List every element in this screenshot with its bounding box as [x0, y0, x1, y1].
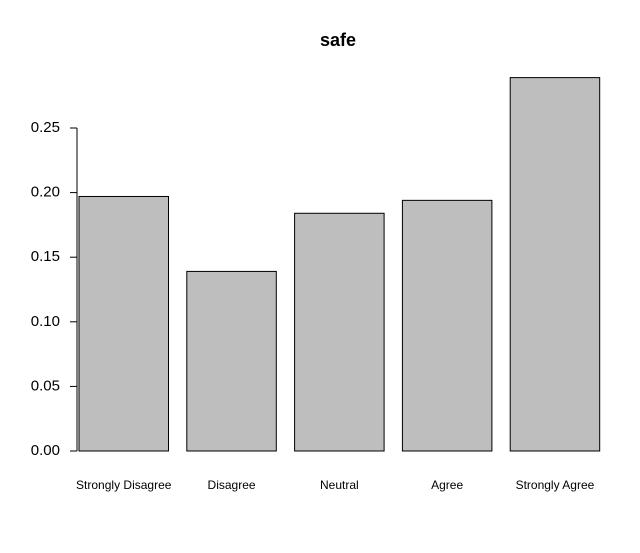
bar	[509, 77, 601, 452]
x-tick-label: Strongly Disagree	[76, 478, 172, 492]
bar	[186, 270, 277, 452]
y-tick-label: 0.25	[31, 119, 60, 136]
y-tick-label: 0.05	[31, 377, 60, 394]
bar	[78, 195, 169, 452]
y-tick-label: 0.20	[31, 184, 60, 201]
y-tick-label: 0.10	[31, 313, 60, 330]
x-tick-label: Disagree	[208, 478, 256, 492]
y-tick-label: 0.00	[31, 442, 60, 459]
x-tick-label: Agree	[431, 478, 463, 492]
x-tick-label: Strongly Agree	[516, 478, 595, 492]
bar	[294, 212, 385, 452]
x-tick-label: Neutral	[320, 478, 359, 492]
chart-title: safe	[320, 30, 356, 50]
y-tick-label: 0.15	[31, 248, 60, 265]
bar	[401, 199, 493, 452]
